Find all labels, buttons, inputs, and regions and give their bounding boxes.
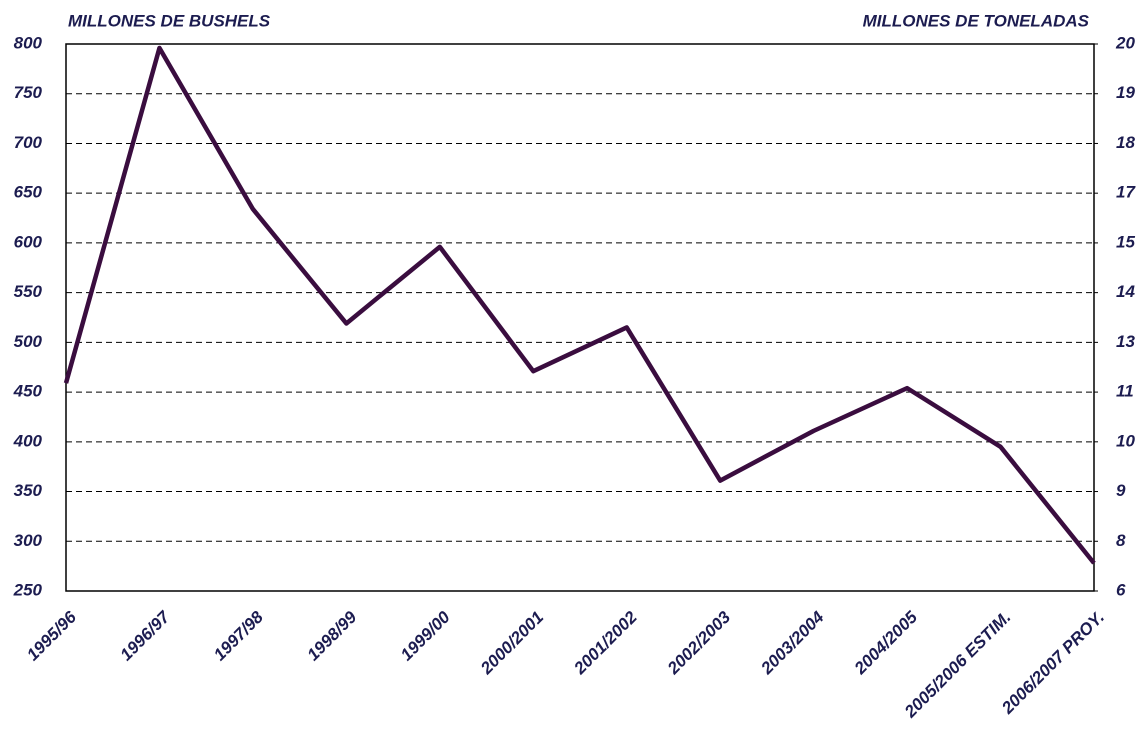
y-tick-label: 500 (14, 332, 43, 351)
y-tick-label: 750 (14, 83, 43, 102)
x-tick-label: 2004/2005 (850, 607, 921, 678)
y-tick-label: 650 (14, 183, 43, 202)
y2-tick-label: 14 (1116, 282, 1135, 301)
y-tick-label: 400 (13, 431, 43, 450)
y-tick-label: 600 (14, 232, 43, 251)
x-tick-label: 2001/2002 (570, 607, 641, 678)
y-tick-label: 450 (13, 382, 43, 401)
y-tick-label: 300 (14, 531, 43, 550)
y2-tick-label: 10 (1116, 431, 1135, 450)
y2-tick-label: 15 (1116, 232, 1135, 251)
y-tick-label: 550 (14, 282, 43, 301)
x-tick-label: 2006/2007 PROY. (997, 608, 1108, 719)
line-series (63, 45, 1096, 565)
plot-frame (65, 43, 1095, 592)
x-tick-label: 2003/2004 (757, 607, 828, 678)
y-tick-label: 800 (14, 33, 43, 52)
y2-tick-label: 17 (1116, 183, 1136, 202)
y2-tick-label: 6 (1116, 580, 1126, 599)
x-tick-label: 1998/99 (303, 607, 360, 664)
x-tick-label: 1999/00 (397, 607, 454, 664)
y2-tick-label: 11 (1116, 382, 1134, 401)
y-tick-label: 250 (13, 580, 43, 599)
y2-tick-label: 13 (1116, 332, 1135, 351)
x-tick-label: 2000/2001 (476, 608, 547, 679)
y2-tick-label: 20 (1115, 33, 1135, 52)
y2-tick-label: 18 (1116, 133, 1135, 152)
x-tick-label: 1996/97 (117, 606, 175, 664)
y-tick-label: 350 (14, 481, 43, 500)
y2-tick-label: 19 (1116, 83, 1135, 102)
y-axis-title: MILLONES DE BUSHELS (68, 11, 271, 30)
y2-tick-label: 9 (1116, 481, 1126, 500)
x-tick-label: 1995/96 (23, 607, 80, 664)
y-tick-label: 700 (14, 133, 43, 152)
x-tick-label: 1997/98 (210, 607, 267, 664)
y2-tick-label: 8 (1116, 531, 1126, 550)
y2-axis-title: MILLONES DE TONELADAS (863, 11, 1090, 30)
x-tick-label: 2002/2003 (663, 607, 734, 678)
